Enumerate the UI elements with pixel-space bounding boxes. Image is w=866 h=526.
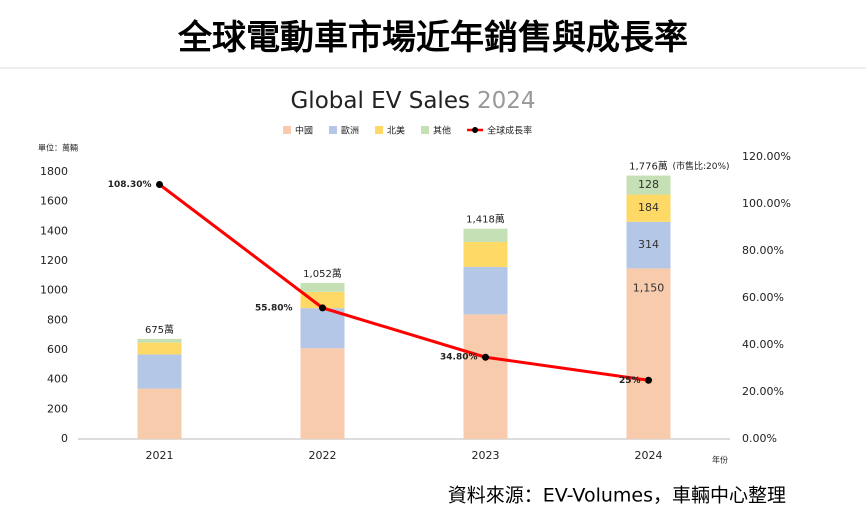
y-tick-label: 1400 (40, 224, 68, 237)
y2-tick-label: 120.00% (742, 150, 791, 163)
bar-segment (300, 291, 345, 309)
x-tick-label: 2022 (309, 449, 337, 462)
y-tick-label: 1800 (40, 165, 68, 178)
x-axis-label: 年份 (712, 455, 728, 465)
x-tick-label: 2023 (472, 449, 500, 462)
legend-swatch (329, 126, 338, 134)
bar-segment (300, 348, 345, 439)
legend-label: 其他 (433, 125, 451, 137)
annotation: (市售比:20%) (673, 160, 730, 172)
chart-title: Global EV Sales 2024 (290, 88, 535, 114)
line-value-label: 55.80% (255, 303, 293, 313)
bar-segment (463, 228, 508, 243)
legend-swatch (375, 126, 384, 134)
total-label: 1,052萬 (303, 267, 342, 280)
y-tick-label: 1200 (40, 254, 68, 267)
bar-value-label: 314 (638, 238, 659, 251)
legend-label: 歐洲 (341, 125, 359, 137)
y2-tick-label: 60.00% (742, 291, 784, 304)
line-value-label: 108.30% (108, 180, 152, 190)
y-tick-label: 1000 (40, 284, 68, 297)
line-value-label: 25% (619, 376, 641, 386)
growth-line (158, 183, 649, 382)
bar-segment (626, 175, 671, 195)
total-label: 1,418萬 (466, 213, 505, 226)
y-tick-label: 200 (47, 402, 68, 415)
legend-label: 北美 (387, 125, 405, 137)
bar-segment (626, 194, 671, 222)
legend-swatch (421, 126, 430, 134)
total-label: 1,776萬 (629, 160, 668, 173)
bar-segment (300, 308, 345, 349)
y2-tick-label: 20.00% (742, 385, 784, 398)
x-tick-label: 2024 (635, 449, 663, 462)
y-tick-label: 600 (47, 343, 68, 356)
y-tick-label: 0 (61, 432, 68, 445)
bar-value-label: 128 (638, 178, 659, 191)
bar-segment (137, 342, 182, 355)
bar-segment (300, 282, 345, 292)
y-tick-label: 400 (47, 373, 68, 386)
line-point (645, 376, 652, 384)
bar-segment (137, 354, 182, 389)
bar-segment (463, 314, 508, 439)
chart-title-year: 2024 (477, 88, 536, 114)
bar-segment (626, 221, 671, 269)
y-tick-label: 800 (47, 313, 68, 326)
y2-tick-label: 0.00% (742, 432, 777, 445)
bar-segment (463, 266, 508, 315)
legend-swatch (283, 126, 291, 134)
line-point (319, 304, 326, 312)
y-tick-label: 1600 (40, 195, 68, 208)
bar-segment (463, 242, 508, 267)
legend-label: 全球成長率 (487, 125, 532, 137)
bar-segment (626, 268, 671, 439)
bar-segment (137, 388, 182, 439)
total-label: 675萬 (145, 323, 174, 336)
y2-tick-label: 100.00% (742, 197, 791, 210)
line-point (482, 353, 489, 361)
source: 資料來源：EV-Volumes，車輛中心整理 (448, 485, 786, 507)
y2-tick-label: 80.00% (742, 244, 784, 257)
y2-tick-label: 40.00% (742, 338, 784, 351)
page-title: 全球電動車市場近年銷售與成長率 (177, 18, 688, 58)
bar-segment (137, 338, 182, 343)
line-point (156, 180, 163, 188)
line-value-label: 34.80% (440, 353, 478, 363)
bar-value-label: 1,150 (633, 281, 665, 294)
x-tick-label: 2021 (146, 449, 174, 462)
legend-dot (472, 127, 479, 133)
bar-value-label: 184 (638, 201, 659, 214)
chart-title-main: Global EV Sales (290, 88, 469, 114)
y-unit-label: 單位：萬輛 (38, 143, 78, 153)
legend-label: 中國 (295, 125, 313, 137)
